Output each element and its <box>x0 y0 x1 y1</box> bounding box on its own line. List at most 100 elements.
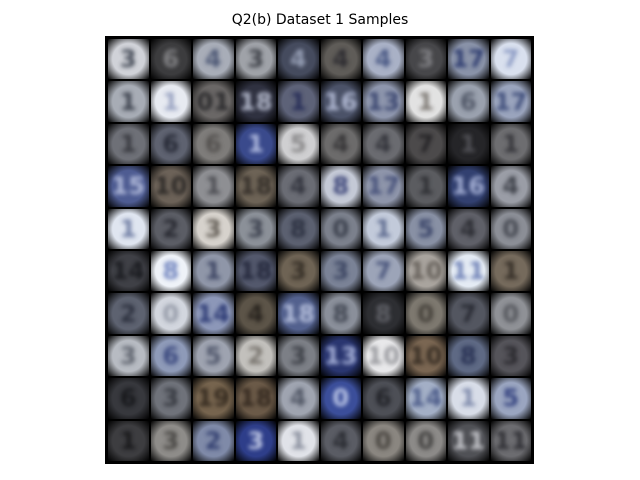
sample-image-92: 3 <box>150 420 191 461</box>
digit-glyph: 17 <box>366 172 400 201</box>
sample-image-65: 18 <box>278 293 319 334</box>
sample-image-93: 2 <box>193 420 234 461</box>
sample-image-54: 18 <box>235 251 276 292</box>
sample-image-56: 3 <box>320 251 361 292</box>
digit-glyph: 6 <box>459 87 477 116</box>
digit-glyph: 3 <box>204 214 222 243</box>
digit-glyph: 19 <box>196 384 230 413</box>
digit-glyph: 10 <box>154 172 188 201</box>
digit-glyph: 4 <box>502 172 520 201</box>
digit-glyph: 11 <box>494 426 528 455</box>
digit-glyph: 3 <box>119 45 137 74</box>
digit-glyph: 4 <box>459 214 477 243</box>
sample-grid-axes: 3 6 4 3 4 4 4 3 17 7 1 1 01 18 1 16 13 1 6 17 1 6 6 1 5 4 4 7 1 1 15 10… <box>105 36 534 464</box>
sample-image-80: 3 <box>490 335 531 377</box>
digit-glyph: 10 <box>409 257 443 286</box>
digit-glyph: 4 <box>204 45 222 74</box>
sample-image-62: 0 <box>150 293 191 334</box>
sample-image-27: 4 <box>363 123 404 165</box>
sample-image-48: 5 <box>405 208 446 249</box>
digit-glyph: 3 <box>247 45 265 74</box>
digit-glyph: 3 <box>289 341 307 370</box>
sample-image-1: 3 <box>108 39 149 80</box>
sample-image-40: 4 <box>490 166 531 207</box>
digit-glyph: 4 <box>374 45 392 74</box>
sample-image-67: 8 <box>363 293 404 334</box>
sample-image-32: 10 <box>150 166 191 207</box>
digit-glyph: 2 <box>204 426 222 455</box>
digit-glyph: 6 <box>374 384 392 413</box>
sample-image-45: 8 <box>278 208 319 249</box>
digit-glyph: 10 <box>409 341 443 370</box>
digit-glyph: 2 <box>119 299 137 328</box>
sample-image-24: 1 <box>235 123 276 165</box>
sample-image-98: 0 <box>405 420 446 461</box>
digit-glyph: 7 <box>459 299 477 328</box>
sample-image-75: 3 <box>278 335 319 377</box>
digit-glyph: 1 <box>289 87 307 116</box>
sample-image-51: 14 <box>108 251 149 292</box>
sample-image-63: 14 <box>193 293 234 334</box>
sample-image-64: 4 <box>235 293 276 334</box>
sample-image-13: 01 <box>193 81 234 122</box>
sample-image-78: 10 <box>405 335 446 377</box>
digit-glyph: 1 <box>162 87 180 116</box>
sample-image-77: 10 <box>363 335 404 377</box>
digit-glyph: 3 <box>247 426 265 455</box>
sample-image-4: 3 <box>235 39 276 80</box>
digit-glyph: 1 <box>502 257 520 286</box>
sample-image-76: 13 <box>320 335 361 377</box>
digit-glyph: 6 <box>162 341 180 370</box>
sample-image-2: 6 <box>150 39 191 80</box>
digit-glyph: 4 <box>332 426 350 455</box>
sample-image-95: 1 <box>278 420 319 461</box>
digit-glyph: 1 <box>417 87 435 116</box>
sample-image-52: 8 <box>150 251 191 292</box>
sample-image-14: 18 <box>235 81 276 122</box>
digit-glyph: 1 <box>119 87 137 116</box>
digit-glyph: 1 <box>502 129 520 158</box>
sample-image-60: 1 <box>490 251 531 292</box>
sample-image-89: 1 <box>448 378 489 419</box>
sample-image-38: 1 <box>405 166 446 207</box>
digit-glyph: 18 <box>239 172 273 201</box>
digit-glyph: 0 <box>162 299 180 328</box>
digit-glyph: 16 <box>324 87 358 116</box>
digit-glyph: 4 <box>289 45 307 74</box>
digit-glyph: 10 <box>366 341 400 370</box>
digit-glyph: 8 <box>459 341 477 370</box>
sample-image-10: 7 <box>490 39 531 80</box>
digit-glyph: 3 <box>247 214 265 243</box>
digit-glyph: 14 <box>111 257 145 286</box>
sample-image-69: 7 <box>448 293 489 334</box>
digit-glyph: 11 <box>451 257 485 286</box>
digit-glyph: 3 <box>417 45 435 74</box>
sample-image-73: 5 <box>193 335 234 377</box>
sample-image-55: 3 <box>278 251 319 292</box>
sample-grid: 3 6 4 3 4 4 4 3 17 7 1 1 01 18 1 16 13 1 6 17 1 6 6 1 5 4 4 7 1 1 15 10… <box>108 39 531 461</box>
sample-image-42: 2 <box>150 208 191 249</box>
sample-image-99: 11 <box>448 420 489 461</box>
digit-glyph: 3 <box>502 341 520 370</box>
sample-image-88: 14 <box>405 378 446 419</box>
digit-glyph: 0 <box>502 299 520 328</box>
sample-image-30: 1 <box>490 123 531 165</box>
digit-glyph: 1 <box>119 426 137 455</box>
sample-image-91: 1 <box>108 420 149 461</box>
sample-image-49: 4 <box>448 208 489 249</box>
sample-image-37: 17 <box>363 166 404 207</box>
sample-image-61: 2 <box>108 293 149 334</box>
sample-image-17: 13 <box>363 81 404 122</box>
digit-glyph: 2 <box>247 341 265 370</box>
digit-glyph: 5 <box>204 341 222 370</box>
sample-image-25: 5 <box>278 123 319 165</box>
sample-image-15: 1 <box>278 81 319 122</box>
sample-image-29: 1 <box>448 123 489 165</box>
digit-glyph: 3 <box>119 341 137 370</box>
digit-glyph: 13 <box>324 341 358 370</box>
sample-image-18: 1 <box>405 81 446 122</box>
digit-glyph: 17 <box>494 87 528 116</box>
digit-glyph: 6 <box>119 384 137 413</box>
digit-glyph: 8 <box>374 299 392 328</box>
digit-glyph: 18 <box>281 299 315 328</box>
